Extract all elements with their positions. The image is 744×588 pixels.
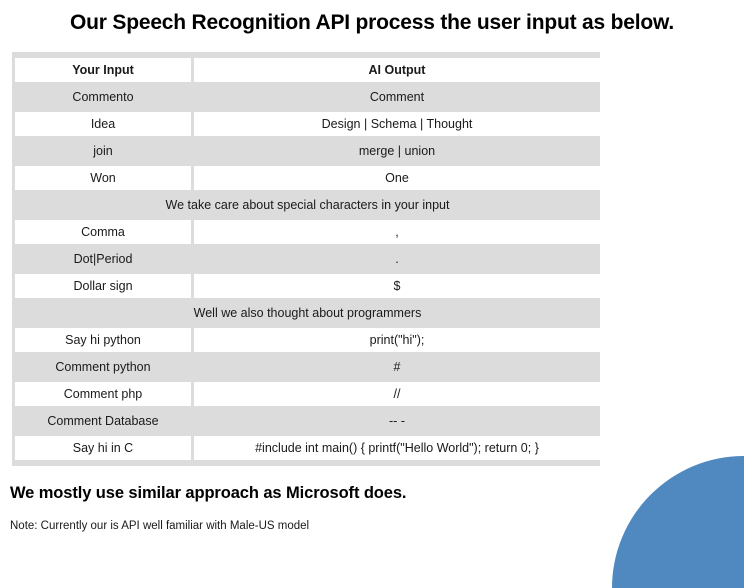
cell-ai-output: -- - <box>194 409 600 433</box>
footer-heading: We mostly use similar approach as Micros… <box>10 484 407 502</box>
table-row: Comma, <box>15 220 600 244</box>
table-row: Dot|Period. <box>15 247 600 271</box>
io-table-container: Your Input AI Output Commento Comment Idea De… <box>12 52 600 466</box>
cell-ai-output: print("hi"); <box>194 328 600 352</box>
table-body: Your Input AI Output Commento Comment Idea De… <box>15 58 600 460</box>
cell-ai-output: // <box>194 382 600 406</box>
cell-ai-output: , <box>194 220 600 244</box>
cell-ai-output: merge | union <box>194 139 600 163</box>
slide-content: Our Speech Recognition API process the u… <box>0 8 744 534</box>
cell-user-input: Commento <box>15 85 191 109</box>
table-row: Comment python # <box>15 355 600 379</box>
table-row: join merge | union <box>15 139 600 163</box>
table-header-row: Your Input AI Output <box>15 58 600 82</box>
cell-ai-output: One <box>194 166 600 190</box>
table-row: Comment php// <box>15 382 600 406</box>
table-section-label: Well we also thought about programmers <box>15 301 600 325</box>
cell-user-input: Comment Database <box>15 409 191 433</box>
cell-ai-output: # <box>194 355 600 379</box>
cell-user-input: Comment python <box>15 355 191 379</box>
cell-user-input: join <box>15 139 191 163</box>
cell-user-input: Won <box>15 166 191 190</box>
table-row: Dollar sign $ <box>15 274 600 298</box>
table-section-row: Well we also thought about programmers <box>15 301 600 325</box>
table-section-label: We take care about special characters in… <box>15 193 600 217</box>
table-section-row: We take care about special characters in… <box>15 193 600 217</box>
cell-user-input: Say hi python <box>15 328 191 352</box>
table-row: Idea Design | Schema | Thought <box>15 112 600 136</box>
cell-user-input: Say hi in C <box>15 436 191 460</box>
table-row: Say hi in C #include int main() { printf(… <box>15 436 600 460</box>
cell-ai-output: $ <box>194 274 600 298</box>
table-row: Comment Database -- - <box>15 409 600 433</box>
cell-user-input: Dollar sign <box>15 274 191 298</box>
input-output-table: Your Input AI Output Commento Comment Idea De… <box>12 55 603 463</box>
table-row: Commento Comment <box>15 85 600 109</box>
cell-ai-output: Comment <box>194 85 600 109</box>
cell-user-input: Dot|Period <box>15 247 191 271</box>
table-row: Say hi python print("hi"); <box>15 328 600 352</box>
cell-user-input: Comma <box>15 220 191 244</box>
cell-user-input: Comment php <box>15 382 191 406</box>
cell-ai-output: . <box>194 247 600 271</box>
cell-ai-output: Design | Schema | Thought <box>194 112 600 136</box>
footer-section: We mostly use similar approach as Micros… <box>10 482 744 534</box>
table-header-output: AI Output <box>194 58 600 82</box>
cell-user-input: Idea <box>15 112 191 136</box>
table-row: Won One <box>15 166 600 190</box>
page-title: Our Speech Recognition API process the u… <box>70 11 674 34</box>
cell-ai-output: #include int main() { printf("Hello Worl… <box>194 436 600 460</box>
footer-note: Note: Currently our is API well familiar… <box>10 520 310 532</box>
table-header-input: Your Input <box>15 58 191 82</box>
